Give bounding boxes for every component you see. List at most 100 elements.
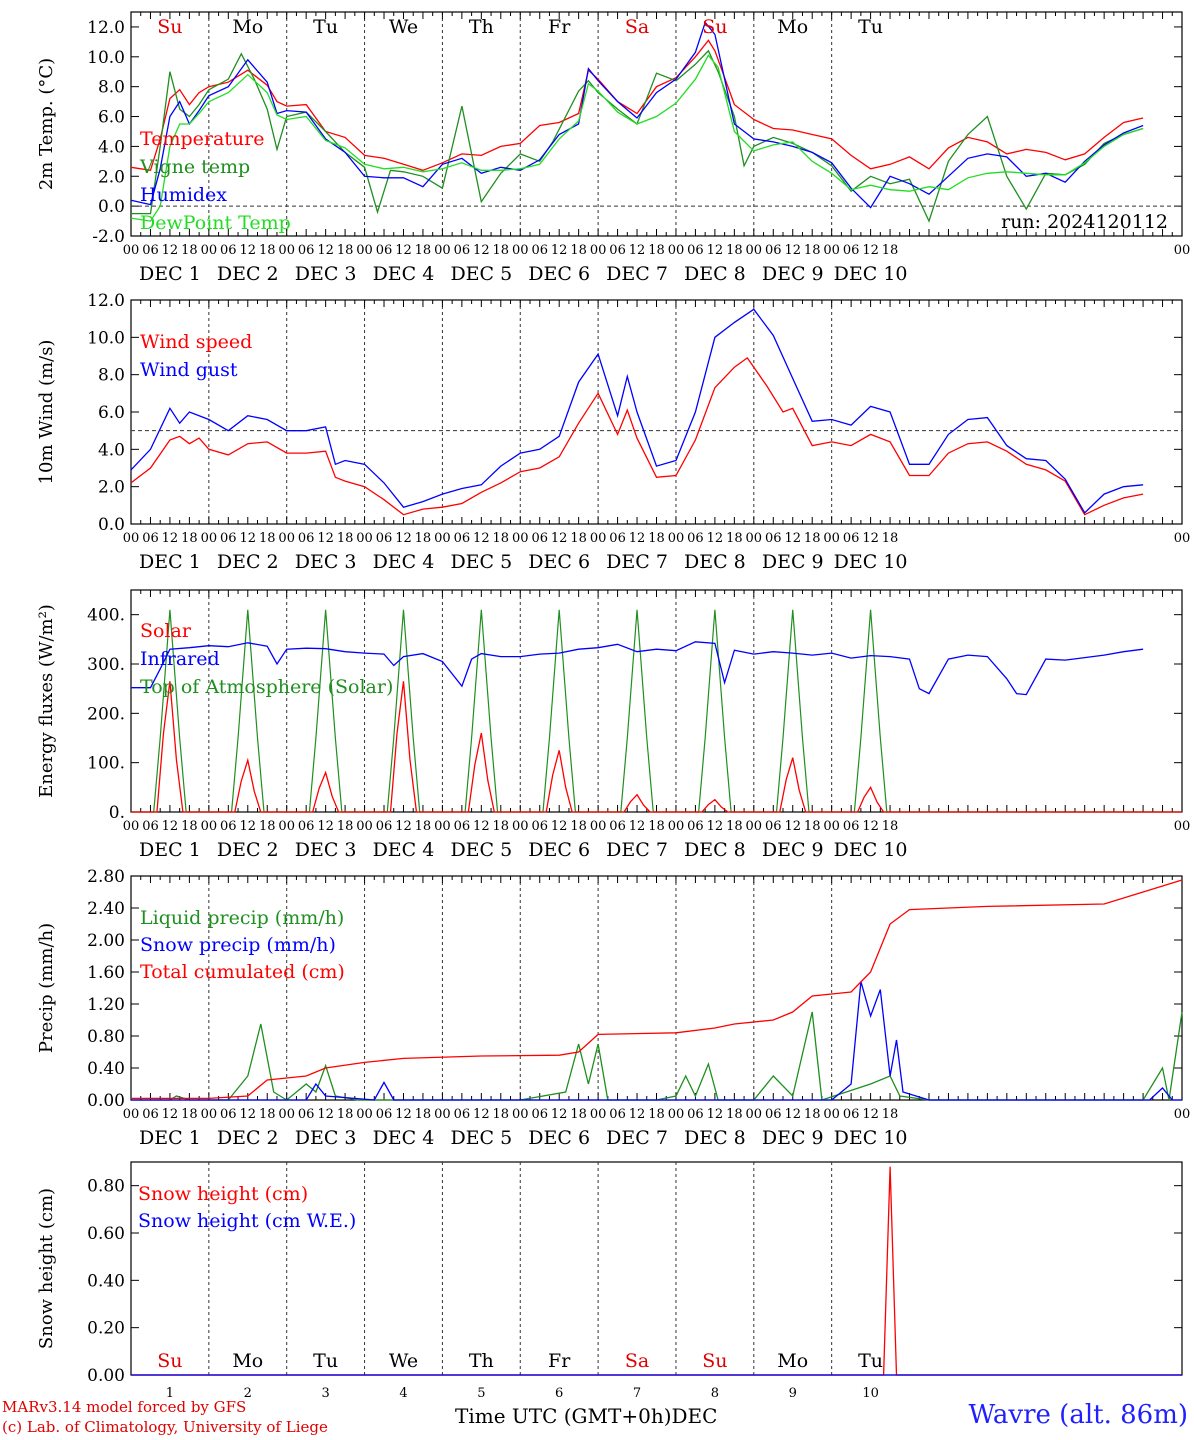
x-tick-label: 06	[376, 819, 393, 834]
x-tick-label: 00	[668, 243, 685, 258]
date-label: DEC 6	[528, 1127, 590, 1149]
legend-entry: Infrared	[140, 648, 220, 670]
y-tick-label: 1.60	[87, 963, 125, 983]
x-tick-label: 00	[746, 243, 763, 258]
date-label: DEC 1	[139, 839, 201, 861]
weekday-label: Su	[702, 1350, 727, 1372]
model-credit: MARv3.14 model forced by GFS	[2, 1398, 247, 1416]
plot-frame-2	[130, 299, 1183, 525]
x-tick-label: 18	[648, 1107, 665, 1122]
weekday-label: Su	[702, 16, 727, 38]
y-tick-label: 12.0	[87, 18, 125, 38]
x-tick-label: 00	[512, 243, 529, 258]
legend-entry: Wind speed	[140, 331, 252, 353]
series-dewpoint-temp	[130, 54, 1144, 222]
date-label: DEC 9	[762, 551, 824, 573]
x-tick-label: 18	[882, 531, 899, 546]
x-tick-label: 00	[590, 243, 607, 258]
x-tick-label: 12	[395, 243, 412, 258]
x-tick-label: 06	[298, 819, 315, 834]
series-solar	[131, 681, 1182, 813]
series-wind-speed	[130, 356, 1144, 516]
y-tick-label: 4.0	[98, 440, 125, 460]
date-label: DEC 5	[450, 263, 512, 285]
y-tick-label: 10.0	[87, 328, 125, 348]
date-label: DEC 8	[684, 839, 746, 861]
x-tick-label: 06	[843, 243, 860, 258]
y-axis-label: 2m Temp. (°C)	[36, 58, 57, 190]
date-label: DEC 2	[217, 1127, 279, 1149]
x-tick-label: 00	[512, 531, 529, 546]
x-tick-label: 06	[609, 531, 626, 546]
series-temperature	[130, 39, 1144, 172]
date-label: DEC 1	[139, 1127, 201, 1149]
x-tick-label: 00	[668, 531, 685, 546]
date-label: DEC 8	[684, 1127, 746, 1149]
x-tick-label: 12	[551, 243, 568, 258]
day-number: 6	[555, 1386, 563, 1401]
date-label: DEC 10	[834, 1127, 908, 1149]
y-tick-label: 0.20	[87, 1319, 125, 1339]
y-tick-label: 200.	[87, 704, 125, 724]
y-tick-label: 0.00	[87, 1366, 125, 1386]
x-tick-label: 12	[707, 819, 724, 834]
weekday-label: Th	[469, 1350, 494, 1372]
x-tick-label: 18	[570, 531, 587, 546]
weekday-label: Tu	[858, 16, 883, 38]
y-tick-label: 400.	[87, 606, 125, 626]
x-tick-label: 12	[629, 243, 646, 258]
x-tick-label: 18	[337, 1107, 354, 1122]
day-number: 7	[633, 1386, 641, 1401]
y-tick-label: 0.	[109, 803, 125, 823]
x-tick-label: 12	[240, 243, 257, 258]
y-tick-label: 2.40	[87, 899, 125, 919]
x-tick-label: 12	[473, 243, 490, 258]
legend-entry: Snow precip (mm/h)	[140, 934, 336, 956]
date-label: DEC 7	[606, 1127, 668, 1149]
weekday-label: Tu	[313, 1350, 338, 1372]
x-tick-label: 00	[1174, 819, 1191, 834]
x-tick-label: 12	[551, 1107, 568, 1122]
weekday-label: Fr	[548, 1350, 571, 1372]
x-tick-label: 06	[609, 819, 626, 834]
x-tick-label: 18	[259, 819, 276, 834]
x-tick-label: 00	[356, 531, 373, 546]
month-label: DEC	[671, 1404, 718, 1428]
date-label: DEC 8	[684, 263, 746, 285]
y-tick-label: 2.0	[98, 167, 125, 187]
x-tick-label: 18	[648, 243, 665, 258]
legend-entry: Snow height (cm)	[138, 1183, 308, 1205]
legend-entry: Temperature	[140, 128, 264, 150]
x-tick-label: 00	[590, 531, 607, 546]
x-tick-label: 12	[473, 1107, 490, 1122]
x-tick-label: 18	[415, 819, 432, 834]
x-tick-label: 06	[454, 1107, 471, 1122]
x-tick-label: 12	[473, 531, 490, 546]
weekday-label: Fr	[548, 16, 571, 38]
x-tick-label: 18	[259, 243, 276, 258]
x-tick-label: 00	[434, 243, 451, 258]
x-tick-label: 00	[123, 243, 140, 258]
x-tick-label: 00	[356, 243, 373, 258]
x-tick-label: 06	[765, 531, 782, 546]
date-label: DEC 2	[217, 839, 279, 861]
x-tick-label: 06	[298, 531, 315, 546]
date-label: DEC 6	[528, 551, 590, 573]
x-tick-label: 06	[142, 531, 159, 546]
date-label: DEC 4	[373, 551, 435, 573]
legend-entry: Solar	[140, 620, 192, 642]
x-tick-label: 12	[784, 1107, 801, 1122]
day-number: 10	[862, 1386, 879, 1401]
date-label: DEC 3	[295, 839, 357, 861]
x-tick-label: 18	[415, 531, 432, 546]
y-axis-label: Snow height (cm)	[36, 1188, 57, 1349]
x-tick-label: 12	[317, 243, 334, 258]
x-tick-label: 18	[570, 243, 587, 258]
x-tick-label: 12	[862, 1107, 879, 1122]
x-tick-label: 12	[707, 531, 724, 546]
x-tick-label: 00	[434, 819, 451, 834]
series-wind-gust	[130, 308, 1144, 514]
date-label: DEC 7	[606, 263, 668, 285]
y-tick-label: 8.0	[98, 366, 125, 386]
